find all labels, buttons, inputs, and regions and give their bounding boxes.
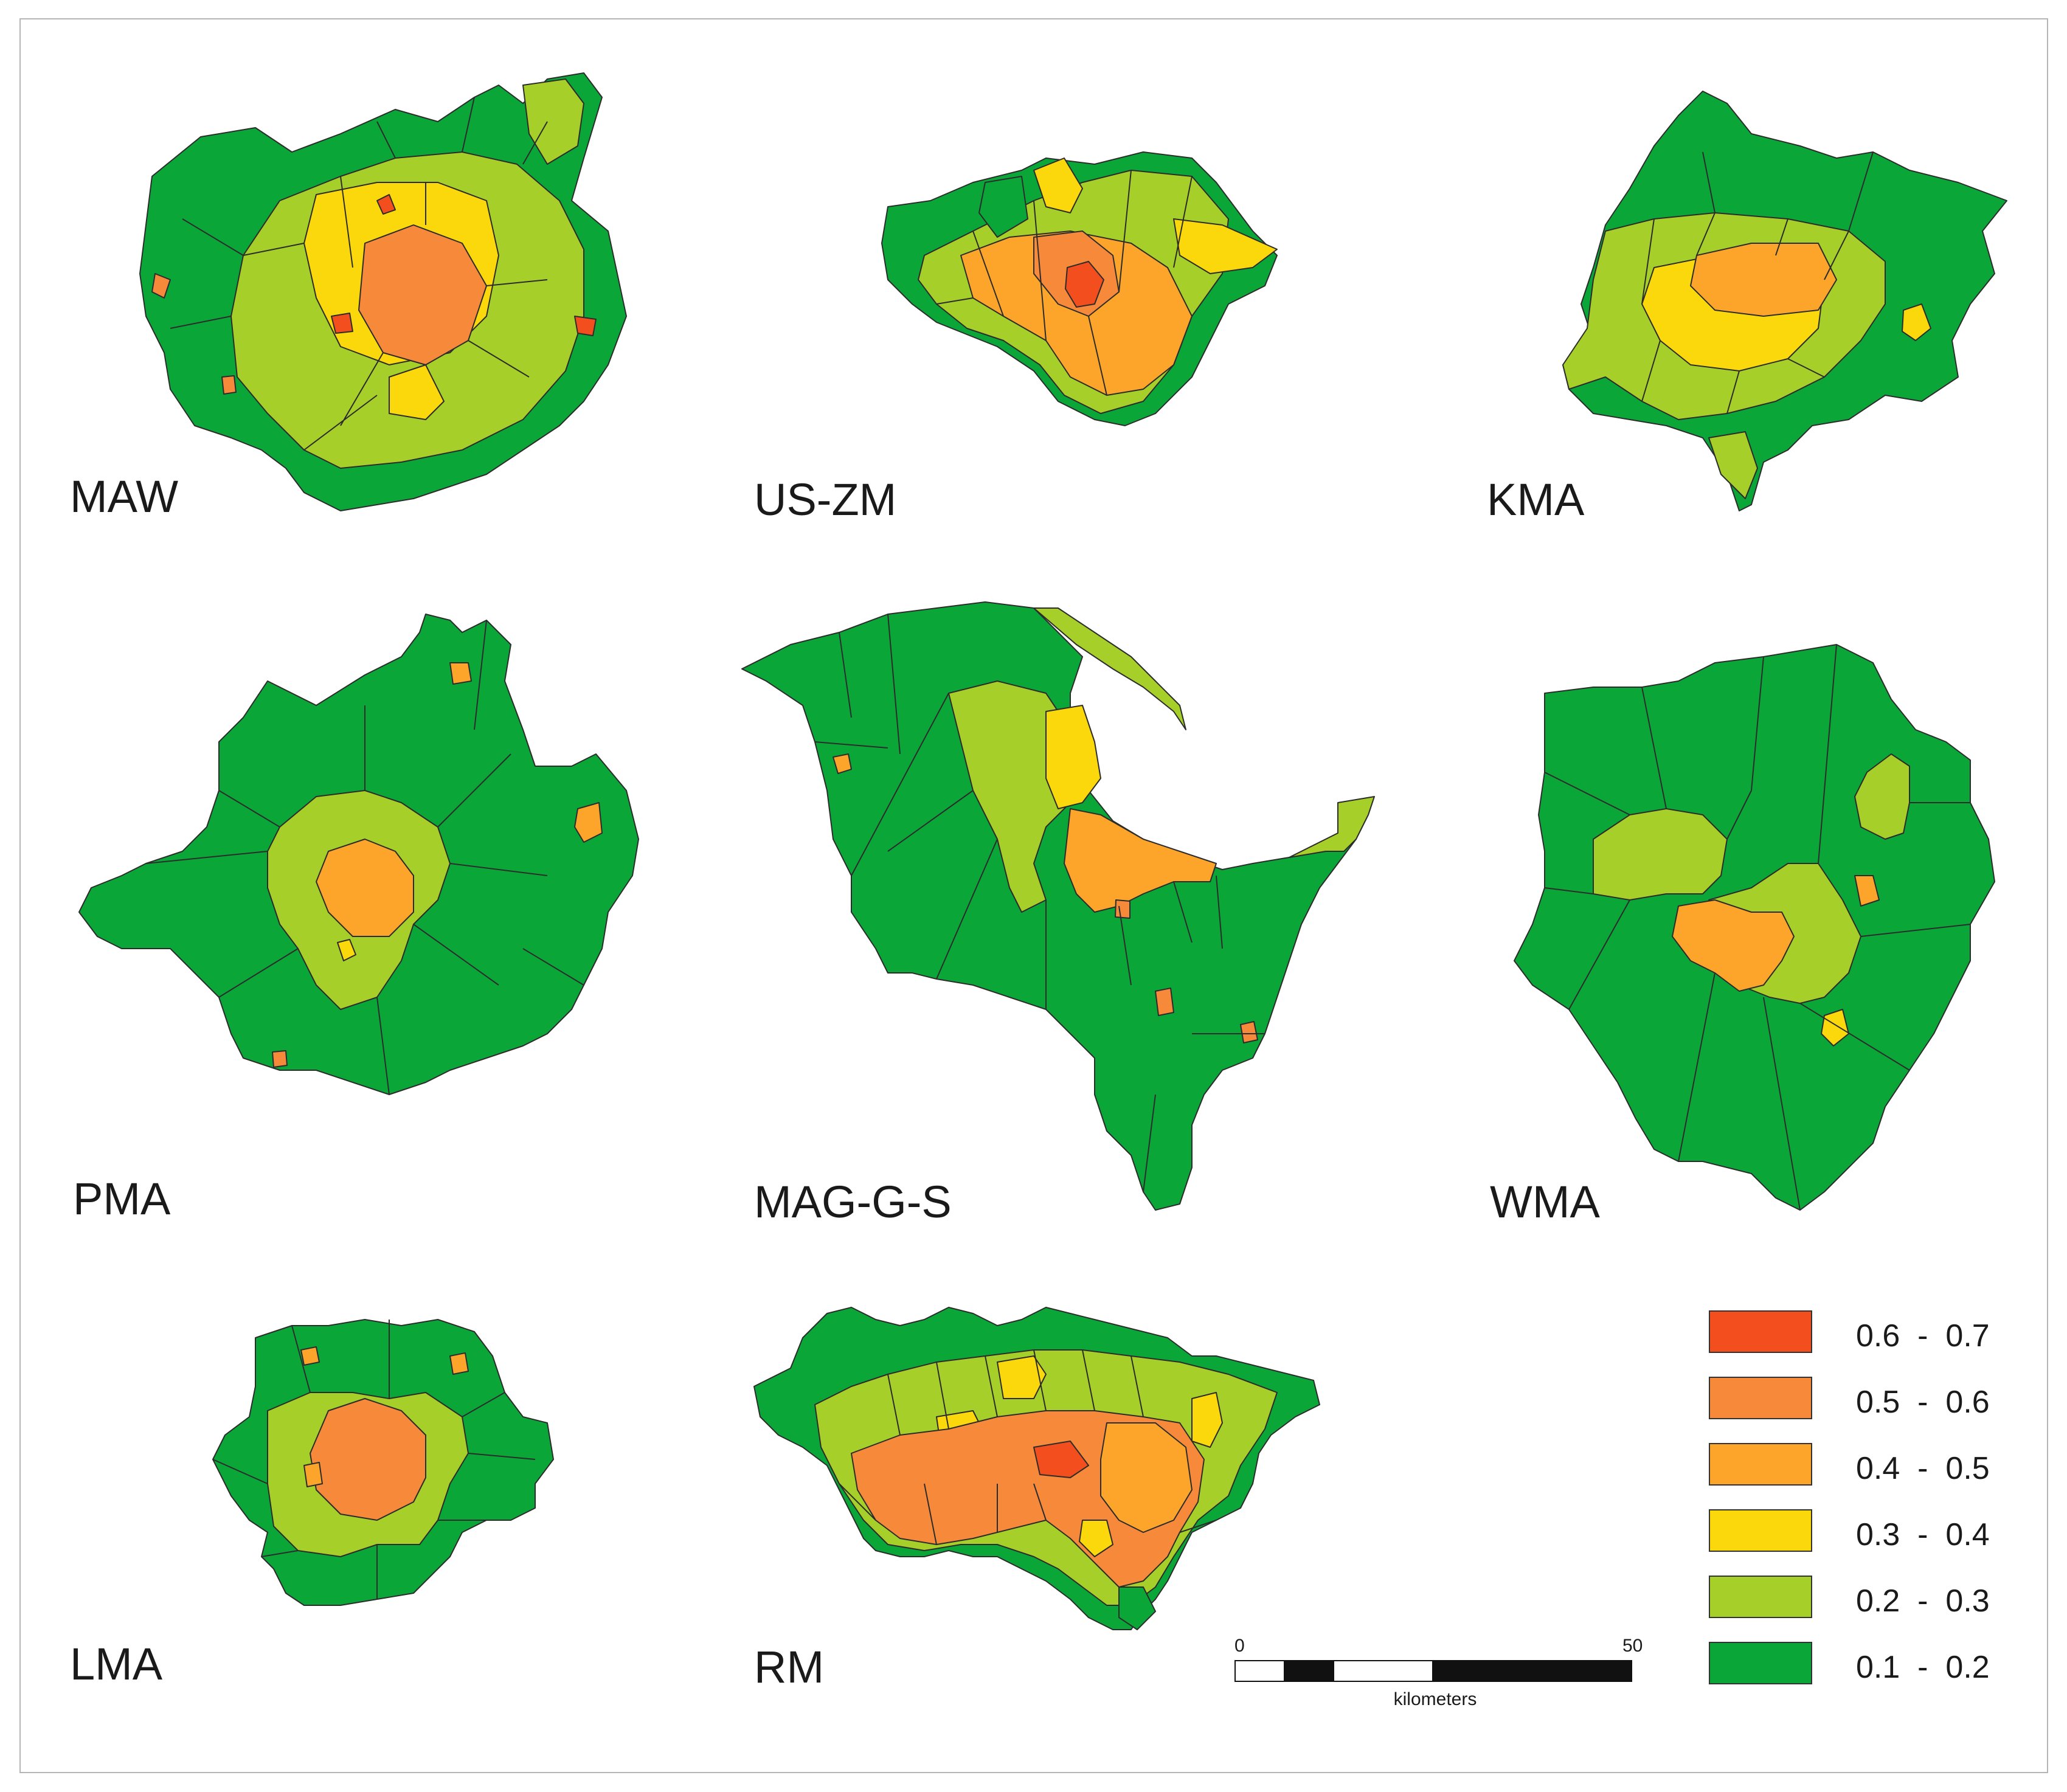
region-kma-shape (1562, 91, 2007, 511)
legend-label: 0.3 - 0.4 (1856, 1517, 1990, 1552)
legend-item: 0.1 - 0.2 (1709, 1642, 2025, 1688)
legend-item: 0.5 - 0.6 (1709, 1377, 2025, 1423)
legend-label: 0.2 - 0.3 (1856, 1583, 1990, 1619)
region-maw-shape (139, 72, 627, 511)
scale-bar: 0 50 kilometers (1234, 1636, 1643, 1733)
legend-swatch (1709, 1443, 1812, 1486)
region-label-us-zm: US-ZM (754, 474, 897, 525)
legend-swatch (1709, 1509, 1812, 1552)
legend-swatch (1709, 1576, 1812, 1618)
region-wma-shape (1514, 644, 1995, 1211)
region-label-maw: MAW (70, 471, 179, 522)
legend-swatch (1709, 1377, 1812, 1419)
scale-segment (1234, 1660, 1285, 1682)
legend-item: 0.4 - 0.5 (1709, 1443, 2025, 1489)
region-label-lma: LMA (70, 1639, 163, 1689)
region-rm-shape (753, 1307, 1320, 1630)
legend-item: 0.3 - 0.4 (1709, 1509, 2025, 1555)
region-mag-g-s-shape (741, 601, 1375, 1211)
legend-swatch (1709, 1642, 1812, 1684)
legend-label: 0.5 - 0.6 (1856, 1385, 1990, 1420)
region-label-wma: WMA (1490, 1177, 1600, 1227)
legend-label: 0.6 - 0.7 (1856, 1318, 1990, 1354)
region-us-zm-shape (881, 151, 1278, 426)
region-label-mag-g-s: MAG-G-S (754, 1177, 952, 1227)
region-pma-shape (78, 614, 639, 1095)
legend-swatch (1709, 1310, 1812, 1353)
region-label-rm: RM (754, 1642, 825, 1692)
legend-item: 0.2 - 0.3 (1709, 1576, 2025, 1622)
scale-start-label: 0 (1234, 1636, 1245, 1656)
scale-segment (1333, 1660, 1433, 1682)
map-frame (19, 18, 2048, 1773)
region-label-kma: KMA (1487, 474, 1585, 525)
legend-item: 0.6 - 0.7 (1709, 1310, 2025, 1357)
legend-label: 0.1 - 0.2 (1856, 1650, 1990, 1685)
scale-end-label: 50 (1622, 1636, 1643, 1656)
scale-segment (1432, 1660, 1632, 1682)
legend-label: 0.4 - 0.5 (1856, 1451, 1990, 1486)
region-label-pma: PMA (73, 1174, 171, 1224)
region-lma-shape (212, 1319, 554, 1606)
scale-units-label: kilometers (1393, 1689, 1477, 1709)
scale-segment (1284, 1660, 1334, 1682)
